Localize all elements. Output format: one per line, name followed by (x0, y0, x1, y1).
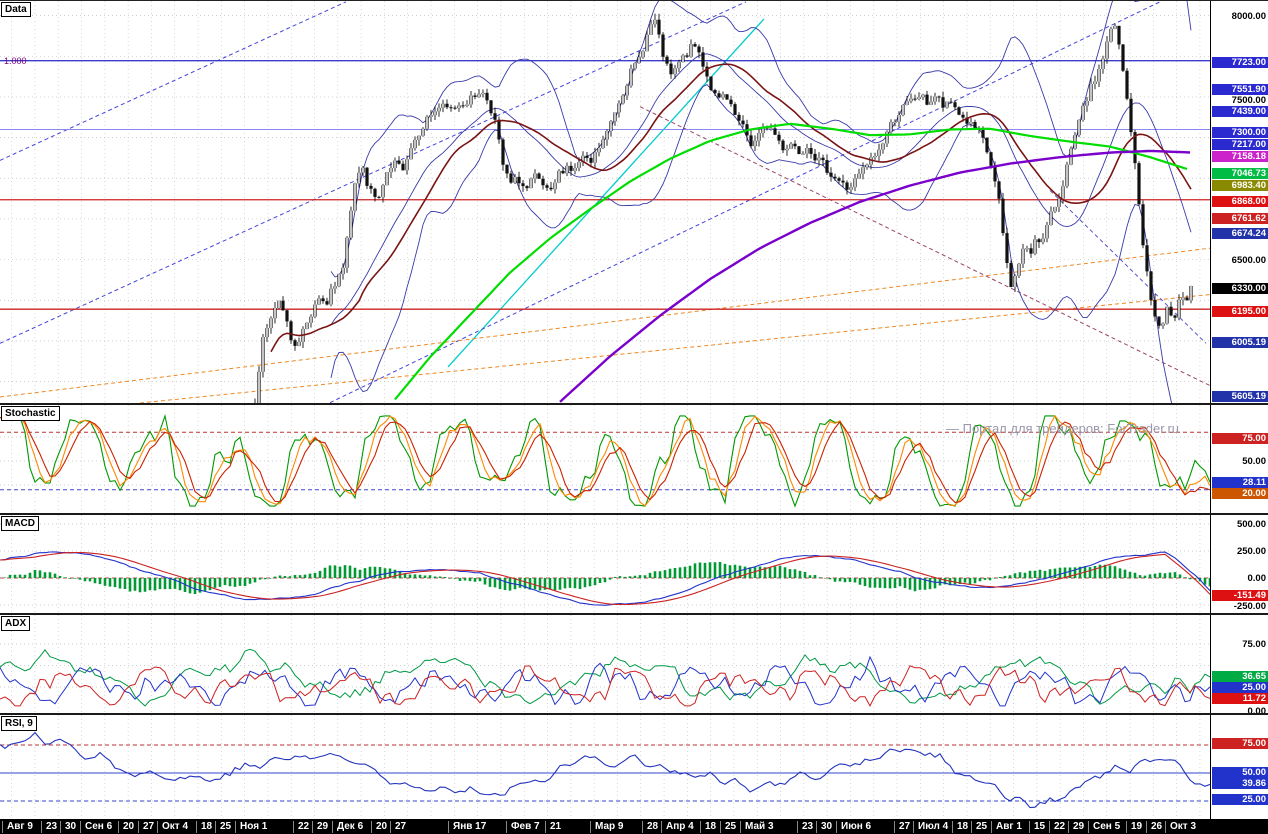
price-scale-tick-label: 0.00 (1247, 573, 1267, 584)
pane-title-adx[interactable]: ADX (1, 616, 31, 631)
pane-divider[interactable] (0, 713, 1268, 715)
time-axis-label: Окт 4 (157, 821, 188, 833)
pane-title-stochastic[interactable]: Stochastic (1, 406, 60, 421)
time-axis-label: 20 (118, 821, 134, 833)
pane-title-rsi[interactable]: RSI, 9 (1, 716, 37, 731)
macd-chart-canvas[interactable] (0, 515, 1210, 613)
time-axis-label: 18 (196, 821, 212, 833)
price-scale-badge: 6868.00 (1212, 196, 1268, 207)
watermark: — Портал для трейдеров: ForTrader.ru (946, 421, 1180, 436)
price-scale-badge: 28.11 (1212, 477, 1268, 488)
time-axis-label: 25 (720, 821, 736, 833)
time-axis-label: 19 (1126, 821, 1142, 833)
price-scale-badge: 7439.00 (1212, 106, 1268, 117)
price-scale-badge: 5605.19 (1212, 391, 1268, 402)
pane-main-price[interactable]: Data 1.000 (0, 1, 1210, 403)
time-axis-label: Июн 6 (836, 821, 871, 833)
time-axis-label: 20 (371, 821, 387, 833)
price-scale-badge: 7551.90 (1212, 84, 1268, 95)
time-axis-label: Янв 17 (448, 821, 486, 833)
price-scale-tick-label: 7500.00 (1231, 95, 1266, 106)
time-axis-label: 21 (545, 821, 561, 833)
time-axis-label: Авг 1 (991, 821, 1022, 833)
pane-adx[interactable]: ADX (0, 615, 1210, 713)
price-scale-badge: 7158.18 (1212, 151, 1268, 162)
price-scale-badge: 7217.00 (1212, 139, 1268, 150)
price-scale-badge: 20.00 (1212, 488, 1268, 499)
time-axis-label: Дек 6 (332, 821, 363, 833)
main-price-chart-canvas[interactable] (0, 1, 1210, 403)
price-scale-badge: 25.00 (1212, 794, 1268, 805)
price-scale-badge: 11.72 (1212, 693, 1268, 704)
pane-divider[interactable] (0, 613, 1268, 615)
time-axis-label: 27 (894, 821, 910, 833)
time-axis-label: Авг 9 (2, 821, 33, 833)
pane-title-data[interactable]: Data (1, 2, 31, 17)
price-scale-badge: 7300.00 (1212, 127, 1268, 138)
price-scale-tick-label: 75.00 (1242, 639, 1266, 650)
price-scale-tick-label: 8000.00 (1231, 11, 1266, 22)
time-axis-label: Фев 7 (506, 821, 540, 833)
price-scale-badge: 25.00 (1212, 682, 1268, 693)
time-axis-label: 18 (700, 821, 716, 833)
price-scale-tick-label: 250.00 (1236, 546, 1266, 557)
price-scale-badge: 7046.73 (1212, 168, 1268, 179)
time-axis-label: 29 (1068, 821, 1084, 833)
time-axis-label: 30 (816, 821, 832, 833)
price-scale-tick-label: 6500.00 (1231, 255, 1266, 266)
time-axis-label: Апр 4 (661, 821, 694, 833)
time-axis-label: 22 (1049, 821, 1065, 833)
time-axis-label: 15 (1029, 821, 1045, 833)
price-scale-badge: 6195.00 (1212, 306, 1268, 317)
time-axis-label: 22 (293, 821, 309, 833)
price-scale-tick-label: 0.00 (1247, 706, 1267, 717)
time-axis-label: Июл 4 (913, 821, 948, 833)
rsi-chart-canvas[interactable] (0, 715, 1210, 819)
time-axis-label: 26 (1146, 821, 1162, 833)
time-axis[interactable]: Авг 9 23 30 Сен 6 20 27 Окт 4 18 25 Ноя 1 22 29 Дек … (0, 819, 1268, 834)
time-axis-label: Мар 9 (590, 821, 623, 833)
price-scale-tick-label: 50.00 (1242, 456, 1266, 467)
price-scale-badge: 6674.24 (1212, 228, 1268, 239)
time-axis-label: 27 (390, 821, 406, 833)
price-scale-column[interactable]: 8000.00 7723.00 7500.00 7551.90 7439.00 7300.… (1210, 1, 1268, 819)
price-scale-badge: 6330.00 (1212, 283, 1268, 294)
price-scale-tick-label: -250.00 (1233, 601, 1266, 612)
fib-level-label: 1.000 (4, 56, 27, 66)
time-axis-label: 25 (215, 821, 231, 833)
time-axis-label: Сен 6 (80, 821, 112, 833)
time-axis-label: Ноя 1 (235, 821, 267, 833)
time-axis-label: 30 (60, 821, 76, 833)
price-scale-badge: 7723.00 (1212, 57, 1268, 68)
price-scale-badge: 36.65 (1212, 671, 1268, 682)
pane-divider[interactable] (0, 403, 1268, 405)
time-axis-label: 29 (312, 821, 328, 833)
price-scale-badge: 39.86 (1212, 778, 1268, 789)
time-axis-label: 23 (41, 821, 57, 833)
pane-rsi[interactable]: RSI, 9 (0, 715, 1210, 819)
price-scale-badge: -151.49 (1212, 590, 1268, 601)
stochastic-chart-canvas[interactable] (0, 405, 1210, 513)
time-axis-label: 27 (138, 821, 154, 833)
pane-divider[interactable] (0, 513, 1268, 515)
price-scale-badge: 50.00 (1212, 767, 1268, 778)
price-scale-tick-label: 500.00 (1236, 519, 1266, 530)
price-scale-badge: 6761.62 (1212, 213, 1268, 224)
time-axis-label: 25 (971, 821, 987, 833)
time-axis-label: 23 (797, 821, 813, 833)
price-scale-badge: 75.00 (1212, 738, 1268, 749)
adx-chart-canvas[interactable] (0, 615, 1210, 713)
time-axis-label: 18 (952, 821, 968, 833)
pane-stochastic[interactable]: Stochastic (0, 405, 1210, 513)
time-axis-label: Окт 3 (1165, 821, 1196, 833)
pane-macd[interactable]: MACD (0, 515, 1210, 613)
price-scale-badge: 6983.40 (1212, 180, 1268, 191)
price-scale-badge: 6005.19 (1212, 337, 1268, 348)
pane-title-macd[interactable]: MACD (1, 516, 39, 531)
time-axis-label: 28 (642, 821, 658, 833)
time-axis-label: Сен 5 (1088, 821, 1120, 833)
price-scale-badge: 75.00 (1212, 433, 1268, 444)
time-axis-label: Май 3 (740, 821, 774, 833)
